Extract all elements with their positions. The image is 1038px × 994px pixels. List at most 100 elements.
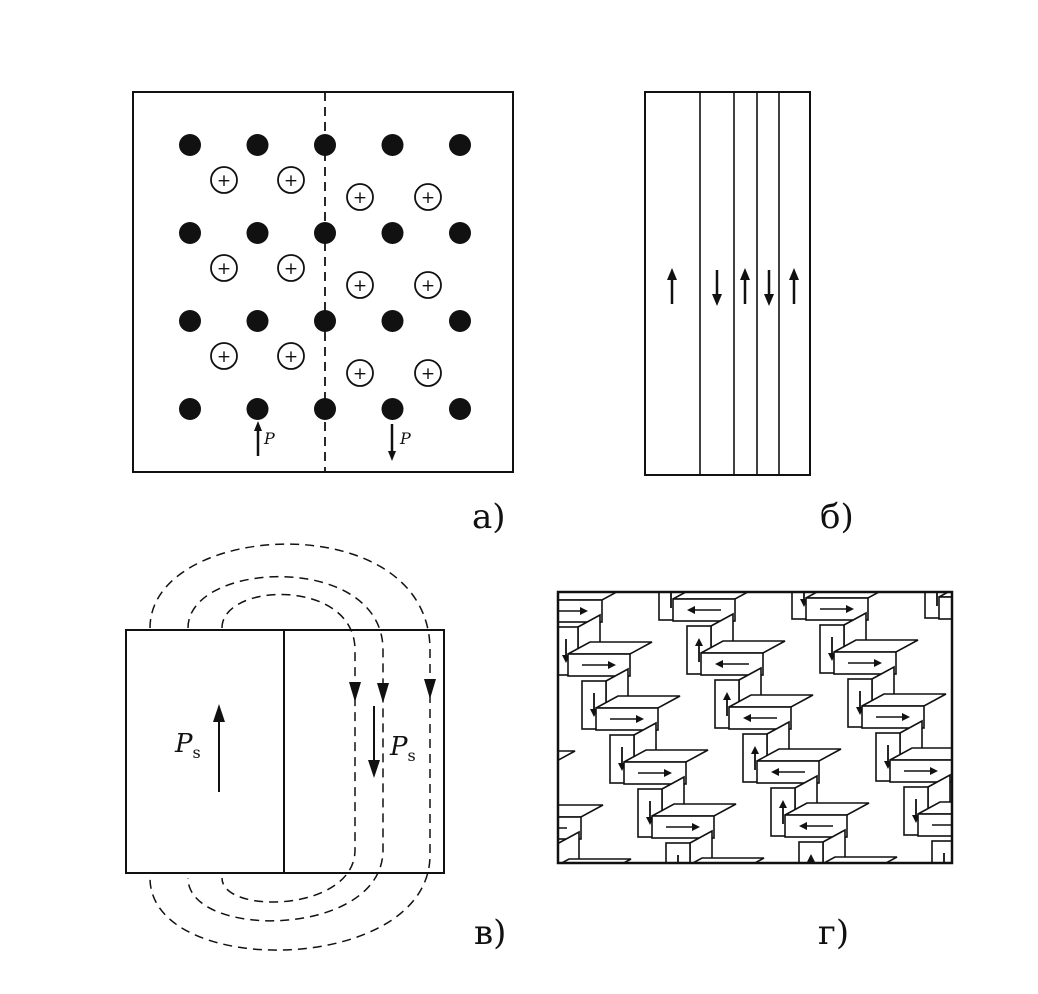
domain-block: [589, 940, 635, 994]
anion-dot: [179, 398, 201, 420]
domain-block: [960, 368, 1038, 402]
cation-ion: +: [278, 343, 304, 369]
anion-dot: [382, 310, 404, 332]
domain-block: [988, 422, 1038, 456]
domain-block: [757, 749, 841, 783]
anion-dot: [247, 134, 269, 156]
anion-dot: [382, 222, 404, 244]
anion-dot: [314, 222, 336, 244]
domain-arrow-up: [740, 268, 750, 304]
cation-ion: +: [211, 343, 237, 369]
domain-block: [701, 641, 785, 675]
cation-symbol: +: [284, 171, 298, 191]
panel-b-frame: [645, 92, 810, 475]
polarization-right-label: P: [399, 429, 411, 448]
cation-ion: +: [415, 272, 441, 298]
cation-ion: +: [278, 167, 304, 193]
domain-block: [204, 970, 288, 994]
domain-block: [708, 912, 792, 946]
domain-block: [624, 750, 708, 784]
domain-block: [477, 724, 523, 784]
anion-dot: [382, 398, 404, 420]
anion-dot: [247, 222, 269, 244]
domain-block: [435, 643, 519, 677]
domain-block: [729, 695, 813, 729]
domain-block: [911, 531, 995, 565]
panel-b-label: б): [820, 497, 854, 537]
cation-symbol: +: [421, 276, 435, 296]
domain-block: [736, 451, 782, 511]
cation-ion: +: [347, 360, 373, 386]
cation-symbol: +: [353, 276, 367, 296]
anion-dot: [449, 134, 471, 156]
domain-block: [309, 915, 393, 949]
domain-block: [932, 314, 1016, 348]
domain-block: [974, 395, 1020, 455]
anion-dot: [314, 134, 336, 156]
domain-block: [722, 939, 768, 994]
domain-block: [449, 670, 495, 730]
domain-block: [505, 778, 551, 838]
anion-dot: [247, 310, 269, 332]
anion-dot: [449, 310, 471, 332]
cation-symbol: +: [353, 364, 367, 384]
panel-v: Ps Ps в): [126, 544, 506, 953]
domain-block: [841, 396, 887, 456]
domain-block: [512, 534, 596, 568]
domain-arrow-down: [764, 270, 774, 306]
domain-block: [834, 640, 918, 674]
anion-dot: [314, 398, 336, 420]
cation-symbol: +: [421, 188, 435, 208]
cation-symbol: +: [284, 347, 298, 367]
domain-block: [827, 369, 911, 403]
domain-block: [862, 694, 946, 728]
domain-block: [596, 696, 680, 730]
polarization-left-label: P: [263, 429, 275, 448]
domain-block: [890, 748, 974, 782]
cation-ion: +: [278, 255, 304, 281]
anion-dot: [179, 134, 201, 156]
domain-block: [470, 968, 554, 994]
domain-block: [568, 642, 652, 676]
anion-dot: [382, 134, 404, 156]
domain-block: [603, 967, 687, 994]
domain-block: [652, 804, 736, 838]
domain-arrow-up: [667, 268, 677, 304]
domain-block: [967, 639, 1038, 673]
domain-block: [1016, 476, 1038, 510]
domain-block: [953, 612, 999, 672]
panel-b: б): [645, 92, 854, 537]
domain-block: [190, 943, 236, 994]
domain-block: [162, 889, 208, 949]
domain-block: [778, 532, 862, 566]
cation-symbol: +: [284, 259, 298, 279]
domain-block: [519, 805, 603, 839]
cation-ion: +: [211, 167, 237, 193]
domain-arrow-down: [712, 270, 722, 306]
domain-arrow-up: [789, 268, 799, 304]
anion-dot: [449, 398, 471, 420]
anion-dot: [314, 310, 336, 332]
cation-ion: +: [415, 184, 441, 210]
domain-block: [918, 802, 1002, 836]
cation-symbol: +: [217, 171, 231, 191]
domain-block: [617, 479, 701, 513]
domain-block: [1009, 720, 1038, 780]
cation-ion: +: [211, 255, 237, 281]
domain-block: [869, 450, 915, 510]
domain-block: [883, 477, 967, 511]
domain-block: [323, 942, 369, 994]
domain-block: [995, 693, 1038, 727]
domain-block: [1002, 449, 1038, 509]
domain-block: [764, 505, 810, 565]
domain-block: [694, 885, 740, 945]
domain-block: [932, 829, 978, 889]
domain-block: [428, 887, 474, 947]
cation-symbol: +: [217, 259, 231, 279]
cation-symbol: +: [217, 347, 231, 367]
cation-ion: +: [347, 184, 373, 210]
domain-block: [1023, 747, 1038, 781]
anion-dot: [449, 222, 471, 244]
domain-block: [631, 506, 677, 566]
